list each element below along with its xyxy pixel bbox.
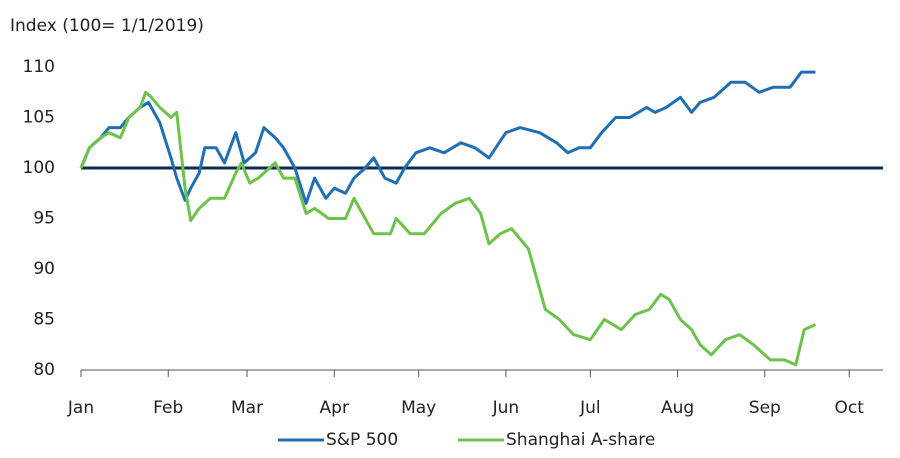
y-tick-label: 85	[33, 310, 55, 330]
x-tick-label: Apr	[320, 398, 349, 418]
y-tick-label: 90	[33, 259, 55, 279]
y-tick-label: 95	[33, 209, 55, 229]
x-tick-label: Jan	[67, 398, 94, 418]
series-line	[79, 70, 816, 205]
y-tick-label: 105	[23, 108, 55, 128]
y-tick-label: 110	[23, 57, 55, 77]
legend-label: Shanghai A-share	[506, 430, 655, 450]
y-tick-label: 80	[33, 360, 55, 380]
x-tick-label: Sep	[749, 398, 781, 418]
y-tick-label: 100	[23, 158, 55, 178]
x-tick-label: Jun	[492, 398, 520, 418]
series-line	[79, 90, 817, 367]
x-tick-label: May	[401, 398, 436, 418]
chart-title: Index (100= 1/1/2019)	[10, 16, 204, 36]
x-tick-label: Oct	[835, 398, 865, 418]
x-tick-label: Mar	[231, 398, 263, 418]
x-tick-label: Jul	[579, 398, 601, 418]
legend-label: S&P 500	[326, 430, 398, 450]
x-tick-label: Feb	[153, 398, 183, 418]
x-tick-label: Aug	[661, 398, 694, 418]
